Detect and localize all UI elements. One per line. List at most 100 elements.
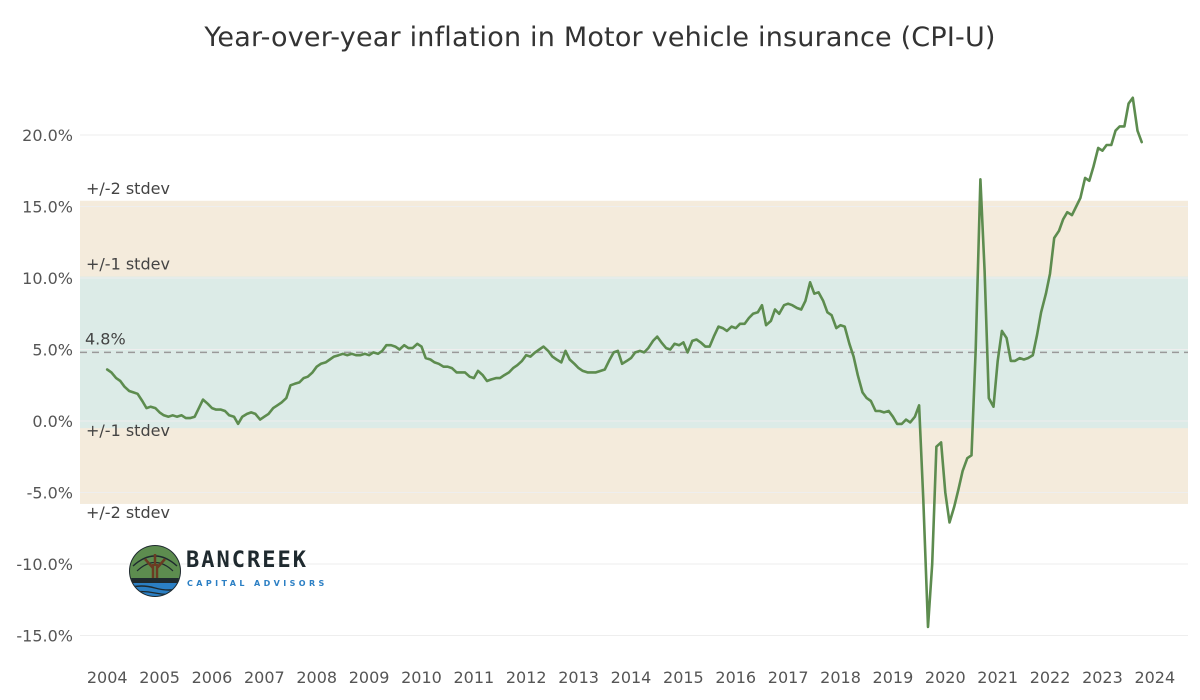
x-tick-label: 2018 [820, 668, 861, 687]
data-point [342, 352, 344, 355]
data-point [468, 375, 471, 378]
data-point [1071, 214, 1073, 216]
x-tick-label: 2009 [349, 668, 390, 687]
data-point [450, 367, 453, 369]
data-point [167, 415, 170, 418]
data-point [1101, 149, 1104, 152]
data-point [573, 362, 576, 365]
data-point [534, 351, 537, 354]
data-point [280, 401, 283, 404]
x-tick-label: 2008 [296, 668, 337, 687]
data-point [364, 352, 366, 355]
data-point [630, 357, 632, 359]
data-point [241, 415, 244, 418]
data-point [154, 407, 157, 410]
tree-river-icon [129, 545, 181, 597]
data-point [922, 498, 925, 501]
data-point [647, 347, 650, 349]
data-point [390, 344, 392, 347]
data-point [433, 361, 436, 364]
data-point [918, 404, 920, 407]
chart-title: Year-over-year inflation in Motor vehicl… [204, 22, 996, 53]
data-point [525, 354, 528, 357]
data-point [521, 360, 523, 362]
data-point [508, 371, 510, 374]
data-point [372, 351, 375, 354]
data-point [665, 347, 667, 349]
data-point [145, 407, 148, 410]
data-point [783, 304, 785, 307]
x-tick-label: 2014 [611, 668, 652, 687]
data-point [481, 374, 484, 377]
data-point [1005, 337, 1008, 339]
data-point [175, 415, 178, 418]
data-point [276, 404, 279, 407]
data-point [211, 407, 213, 410]
data-point [813, 292, 816, 295]
data-point [914, 415, 916, 418]
data-point [381, 350, 384, 352]
data-point [368, 354, 370, 357]
data-point [359, 354, 362, 357]
x-tick-label: 2017 [768, 668, 809, 687]
data-point [734, 327, 737, 329]
x-tick-label: 2020 [925, 668, 966, 687]
data-point [660, 341, 663, 344]
y-tick-label: -5.0% [27, 484, 73, 503]
data-point [1009, 360, 1012, 362]
y-tick-label: 20.0% [22, 126, 73, 145]
data-point [708, 345, 711, 348]
data-point [202, 398, 204, 401]
data-point [725, 330, 728, 332]
data-point [1040, 311, 1043, 314]
data-point [564, 350, 567, 352]
data-point [756, 311, 759, 314]
data-point [289, 384, 292, 387]
y-tick-label: 15.0% [22, 198, 73, 217]
x-tick-label: 2019 [873, 668, 914, 687]
data-point [852, 355, 855, 358]
data-point [830, 314, 833, 317]
data-point [796, 307, 798, 309]
data-point [324, 361, 327, 364]
data-point [590, 371, 593, 374]
data-point [974, 348, 977, 351]
data-point [464, 371, 466, 374]
data-point [887, 410, 890, 412]
series-line [105, 96, 1143, 629]
data-point [970, 454, 973, 457]
data-point [669, 348, 672, 351]
data-point [328, 358, 331, 361]
data-point [1114, 129, 1117, 132]
x-tick-label: 2016 [715, 668, 756, 687]
data-point [953, 505, 956, 508]
data-point [250, 411, 253, 414]
x-tick-label: 2023 [1082, 668, 1123, 687]
data-point [730, 325, 733, 328]
data-point [350, 352, 353, 355]
data-point [233, 415, 235, 418]
data-point [171, 414, 174, 417]
data-point [1027, 357, 1029, 359]
data-point [110, 371, 113, 374]
data-point [634, 351, 637, 354]
data-point [136, 392, 139, 395]
data-point [193, 415, 196, 418]
data-point [149, 405, 152, 408]
data-point [285, 397, 288, 400]
data-point [1022, 358, 1025, 361]
data-point [983, 269, 986, 272]
data-point [106, 368, 109, 371]
data-point [743, 322, 746, 325]
data-point [639, 350, 641, 352]
data-point [1084, 177, 1087, 179]
data-point [957, 488, 960, 491]
data-point [1053, 237, 1056, 239]
data-point [608, 360, 610, 362]
data-point [835, 327, 838, 329]
data-point [612, 351, 615, 354]
data-point [1049, 272, 1051, 275]
data-point [652, 340, 654, 342]
data-point [856, 374, 859, 377]
data-point [804, 299, 807, 302]
